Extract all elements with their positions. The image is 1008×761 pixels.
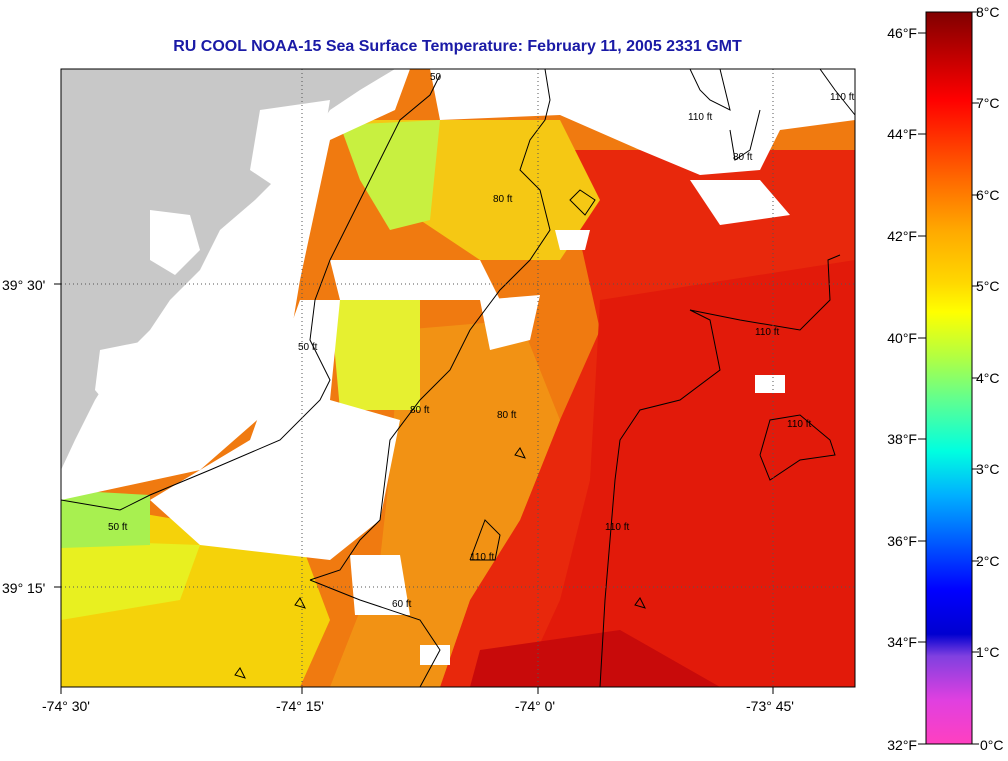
bay-inlet bbox=[150, 210, 200, 275]
x-tick-label: -74° 30' bbox=[42, 698, 90, 714]
contour-label: 110 ft bbox=[605, 522, 629, 533]
contour-label: 50 ft bbox=[108, 522, 128, 533]
colorbar-f-label: 40°F bbox=[887, 330, 917, 346]
colorbar-c-label: 3°C bbox=[976, 461, 1000, 477]
colorbar-c-label: 2°C bbox=[976, 553, 1000, 569]
no-data-south-patch bbox=[350, 555, 410, 615]
colorbar-c-label: 8°C bbox=[976, 4, 1000, 20]
colorbar-f-label: 36°F bbox=[887, 533, 917, 549]
contour-110ft-loop bbox=[759, 414, 836, 481]
y-tick-label: 39° 30' bbox=[2, 277, 45, 293]
contour-80ft-ne bbox=[729, 109, 761, 161]
plot-frame bbox=[60, 68, 856, 688]
green-north-water bbox=[340, 120, 440, 230]
colorbar-c-label: 0°C bbox=[980, 737, 1004, 753]
contour-label: 110 ft bbox=[787, 419, 811, 430]
contour-80ft-south bbox=[309, 579, 441, 687]
x-tick-label: -74° 0' bbox=[515, 698, 555, 714]
contour-label: 80 ft bbox=[497, 410, 517, 421]
contour-label: 80 ft bbox=[493, 194, 513, 205]
no-data-south-tiny bbox=[420, 645, 450, 665]
land-new-jersey bbox=[61, 69, 395, 470]
x-tick-label: -73° 45' bbox=[746, 698, 794, 714]
colorbar-c-label: 7°C bbox=[976, 95, 1000, 111]
colorbar-ticks bbox=[918, 11, 979, 745]
colorbar bbox=[925, 11, 973, 745]
contour-label: 50 bbox=[430, 72, 442, 83]
contour-label: 60 ft bbox=[392, 599, 412, 610]
colorbar-f-label: 46°F bbox=[887, 25, 917, 41]
barnegat-bay bbox=[250, 100, 330, 190]
colorbar-f-label: 38°F bbox=[887, 431, 917, 447]
yellow-mid-water bbox=[330, 300, 420, 410]
colorbar-c-label: 6°C bbox=[976, 187, 1000, 203]
contour-tiny-loop-4 bbox=[234, 667, 246, 679]
contour-small-loop bbox=[569, 189, 596, 216]
contour-label: 110 ft bbox=[755, 327, 779, 338]
contour-50ft bbox=[61, 74, 441, 511]
axis-ticks bbox=[54, 283, 774, 694]
warmest-water-region bbox=[520, 260, 855, 687]
x-tick-label: -74° 15' bbox=[276, 698, 324, 714]
no-data-area-inshore bbox=[150, 300, 400, 560]
no-data-tiny-patch bbox=[555, 230, 590, 250]
no-data-north bbox=[430, 69, 855, 175]
colorbar-f-label: 42°F bbox=[887, 228, 917, 244]
contour-tiny-loop-3 bbox=[294, 597, 306, 609]
back-bay bbox=[95, 340, 160, 420]
contour-label: 80 ft bbox=[733, 152, 753, 163]
no-data-east-patch bbox=[755, 375, 785, 393]
graticule bbox=[61, 69, 855, 687]
y-tick-label: 39° 15' bbox=[2, 580, 45, 596]
contour-tiny-loop-2 bbox=[634, 597, 646, 609]
depth-contours bbox=[61, 69, 855, 687]
contour-label: 110 ft bbox=[830, 92, 854, 103]
no-data-strip bbox=[330, 260, 500, 300]
colorbar-f-label: 32°F bbox=[887, 737, 917, 753]
contour-110ft-small bbox=[469, 519, 501, 561]
green-coastal-water bbox=[61, 490, 150, 548]
colorbar-f-label: 34°F bbox=[887, 634, 917, 650]
contour-label: 110 ft bbox=[688, 112, 712, 123]
contour-label: 80 ft bbox=[410, 405, 430, 416]
map-title: RU COOL NOAA-15 Sea Surface Temperature:… bbox=[173, 38, 742, 55]
contour-110ft-corner bbox=[819, 69, 855, 116]
contour-tiny-loop bbox=[514, 447, 526, 459]
contour-80ft bbox=[309, 69, 551, 581]
yellow-green-water bbox=[61, 540, 200, 620]
contour-label: 50 ft bbox=[298, 342, 318, 353]
colorbar-f-label: 44°F bbox=[887, 126, 917, 142]
contour-label: 110 ft bbox=[470, 552, 494, 563]
colorbar-c-label: 5°C bbox=[976, 278, 1000, 294]
no-data-small-patch bbox=[480, 295, 540, 350]
contour-110ft bbox=[599, 254, 841, 687]
colorbar-c-label: 1°C bbox=[976, 644, 1000, 660]
colorbar-c-label: 4°C bbox=[976, 370, 1000, 386]
no-data-ne-patch bbox=[690, 180, 790, 225]
deep-red-patch bbox=[470, 630, 720, 687]
contour-110ft-top bbox=[689, 69, 731, 111]
